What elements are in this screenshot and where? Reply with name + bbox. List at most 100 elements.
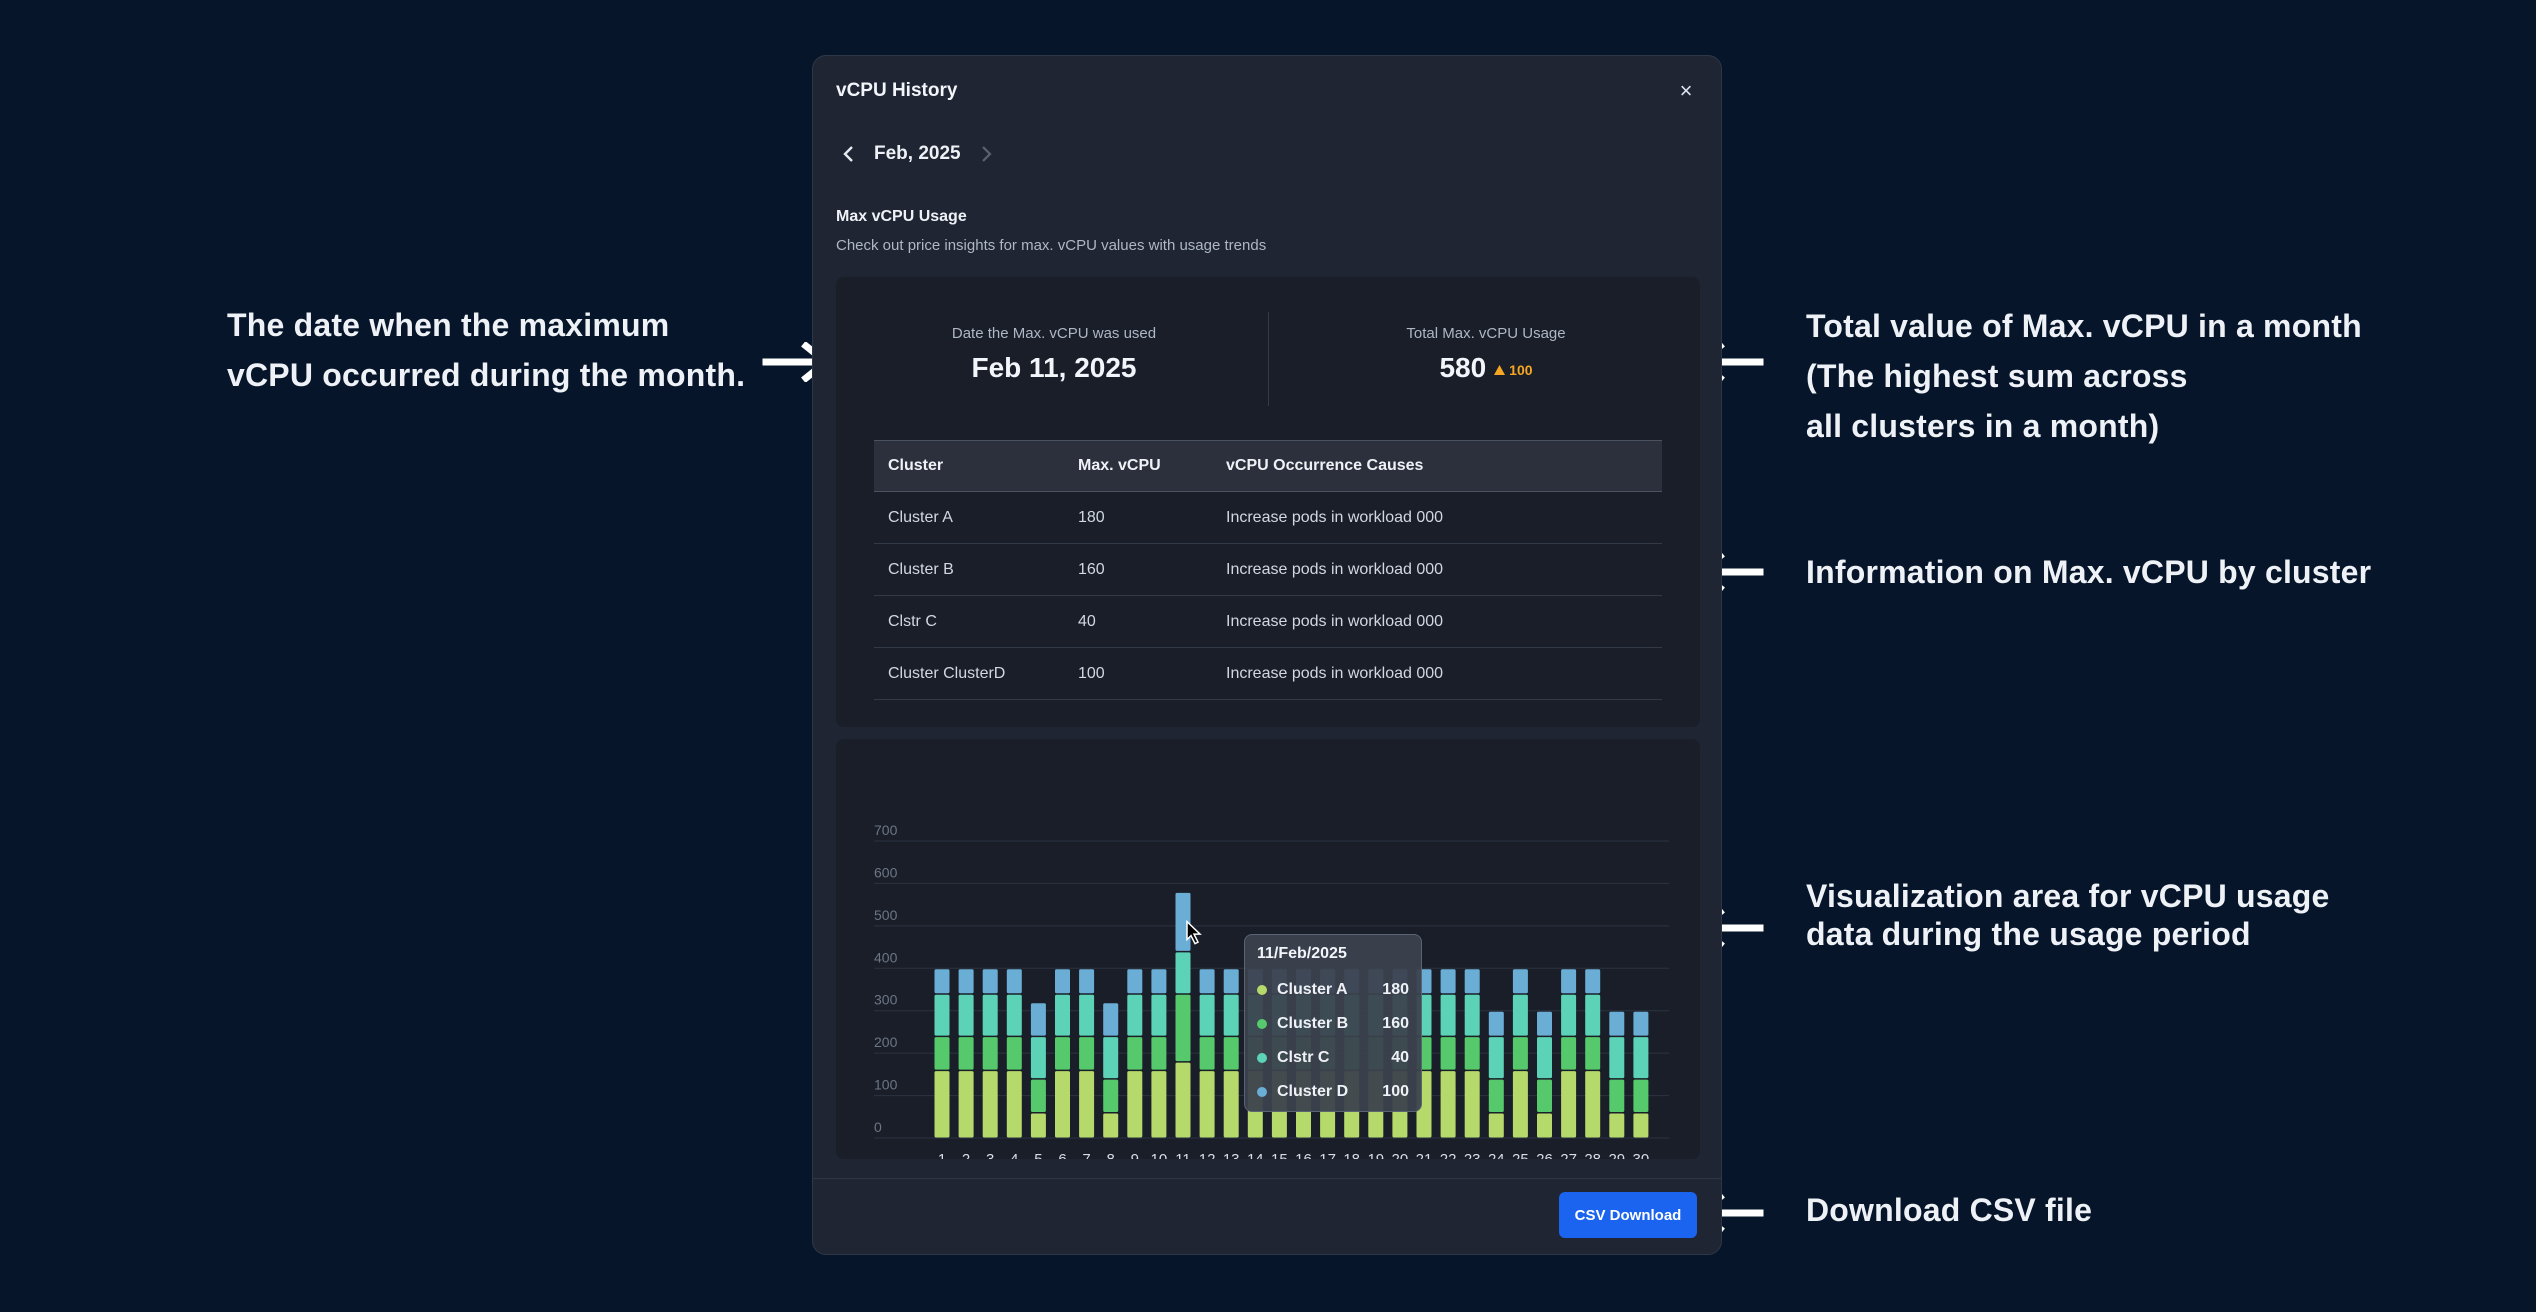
- x-tick-label: 18: [1343, 1151, 1360, 1159]
- bar-segment: [1006, 969, 1022, 994]
- bar-segment: [1512, 1037, 1528, 1070]
- bar-segment: [1079, 1037, 1095, 1070]
- vcpu-cell: 100: [1064, 647, 1212, 700]
- bar-segment: [982, 1071, 998, 1138]
- x-tick-label: 6: [1058, 1151, 1066, 1159]
- tooltip-series-name: Cluster D: [1277, 1083, 1349, 1100]
- bar-segment: [1440, 1037, 1456, 1070]
- cluster-annotation: Information on Max. vCPU by cluster: [1806, 554, 2372, 590]
- cause-cell: Increase pods in workload 000: [1212, 595, 1662, 648]
- bar-segment: [1512, 994, 1528, 1036]
- modal-title: vCPU History: [836, 80, 958, 101]
- bar-segment: [1127, 1037, 1143, 1070]
- tooltip-series-name: Cluster A: [1277, 981, 1348, 998]
- x-tick-label: 27: [1560, 1151, 1577, 1159]
- tooltip-series-value: 180: [1382, 981, 1409, 998]
- bar-segment: [1223, 1037, 1239, 1070]
- max-date-label: Date the Max. vCPU was used: [951, 325, 1157, 342]
- tooltip-row: Cluster D 100: [1257, 1075, 1409, 1109]
- tooltip-date: 11/Feb/2025: [1257, 945, 1347, 962]
- csv-annotation: Download CSV file: [1806, 1192, 2093, 1228]
- max-date-stat: Date the Max. vCPU was used Feb 11, 2025: [854, 325, 1254, 384]
- total-max-stat: Total Max. vCPU Usage 580 100: [1286, 325, 1686, 384]
- cause-cell: Increase pods in workload 000: [1212, 491, 1662, 544]
- max-date-value: Feb 11, 2025: [971, 352, 1137, 383]
- bar-segment: [1127, 969, 1143, 994]
- bar-segment: [1103, 1113, 1119, 1138]
- bar-segment: [1488, 1079, 1504, 1113]
- bar-segment: [1103, 1003, 1119, 1036]
- date-annotation: The date when the maximum vCPU occurred …: [227, 307, 746, 393]
- close-button[interactable]: ×: [1679, 78, 1693, 103]
- x-tick-label: 5: [1034, 1151, 1042, 1159]
- bar-segment: [1537, 1113, 1552, 1138]
- bar-segment: [1464, 1037, 1480, 1070]
- vcpu-history-modal: vCPU History × Feb, 2025 Max vCPU Usage …: [812, 55, 1722, 1255]
- month-navigator: Feb, 2025: [836, 138, 999, 170]
- vcpu-cell: 160: [1064, 543, 1212, 596]
- bar-segment: [1633, 1113, 1649, 1138]
- x-tick-label: 1: [938, 1151, 946, 1159]
- bar-segment: [1440, 994, 1456, 1036]
- bar-segment: [1537, 1011, 1552, 1036]
- bar-segment: [1151, 969, 1167, 994]
- bar-segment: [1609, 1113, 1625, 1138]
- summary-card: Date the Max. vCPU was used Feb 11, 2025…: [836, 277, 1700, 727]
- y-tick-label: 100: [874, 1077, 898, 1093]
- bar-segment: [1440, 969, 1456, 994]
- bar-segment: [934, 969, 950, 994]
- bar-segment: [1609, 1037, 1625, 1079]
- cluster-cell: Clstr C: [874, 595, 1064, 648]
- vcpu-cell: 40: [1064, 595, 1212, 648]
- total-max-value-row: 580 100: [1286, 352, 1686, 384]
- bar-segment: [1079, 969, 1095, 994]
- total-max-label: Total Max. vCPU Usage: [1406, 325, 1566, 342]
- table-row: Clstr C 40 Increase pods in workload 000: [874, 595, 1662, 648]
- bar-segment: [1561, 1037, 1577, 1070]
- delta-badge: 100: [1494, 362, 1533, 378]
- bar-segment: [958, 1071, 974, 1138]
- x-tick-label: 2: [962, 1151, 970, 1159]
- y-tick-label: 300: [874, 992, 898, 1008]
- x-tick-label: 16: [1295, 1151, 1312, 1159]
- bar-segment: [1464, 994, 1480, 1036]
- bar-segment: [1199, 994, 1215, 1036]
- x-tick-label: 30: [1633, 1151, 1650, 1159]
- bar-segment: [1561, 994, 1577, 1036]
- tooltip-row: Cluster B 160: [1257, 1007, 1409, 1041]
- table-row: Cluster ClusterD 100 Increase pods in wo…: [874, 647, 1662, 700]
- x-tick-label: 8: [1107, 1151, 1115, 1159]
- chevron-left-icon[interactable]: [836, 141, 862, 167]
- bar-segment: [1488, 1011, 1504, 1036]
- tooltip-series-value: 160: [1382, 1015, 1409, 1032]
- vcpu-cell: 180: [1064, 491, 1212, 544]
- bar-segment: [1440, 1071, 1456, 1138]
- x-tick-label: 12: [1199, 1151, 1216, 1159]
- chevron-right-icon[interactable]: [973, 141, 999, 167]
- x-tick-label: 22: [1440, 1151, 1457, 1159]
- legend-dot: [1257, 1053, 1267, 1063]
- column-header: Cluster: [874, 440, 1064, 492]
- x-tick-label: 13: [1223, 1151, 1240, 1159]
- tooltip-row: Clstr C 40: [1257, 1041, 1409, 1075]
- csv-download-button[interactable]: CSV Download: [1559, 1192, 1697, 1238]
- bar-segment: [1561, 1071, 1577, 1138]
- column-header: Max. vCPU: [1064, 440, 1212, 492]
- bar-segment: [1079, 1071, 1095, 1138]
- bar-segment: [1103, 1079, 1119, 1113]
- x-tick-label: 23: [1464, 1151, 1481, 1159]
- bar-segment: [1030, 1003, 1046, 1036]
- bar-segment: [1199, 1037, 1215, 1070]
- bar-segment: [934, 1071, 950, 1138]
- x-tick-label: 11: [1175, 1151, 1191, 1159]
- table-row: Cluster B 160 Increase pods in workload …: [874, 543, 1662, 596]
- bar-segment: [1030, 1037, 1046, 1079]
- x-tick-label: 24: [1488, 1151, 1505, 1159]
- x-tick-label: 29: [1608, 1151, 1625, 1159]
- bar-segment: [1055, 1071, 1070, 1138]
- x-tick-label: 4: [1010, 1151, 1018, 1159]
- bar-segment: [1175, 994, 1191, 1062]
- bar-segment: [1151, 1071, 1167, 1138]
- tooltip-series-name: Cluster B: [1277, 1015, 1349, 1032]
- bar-segment: [1633, 1011, 1649, 1036]
